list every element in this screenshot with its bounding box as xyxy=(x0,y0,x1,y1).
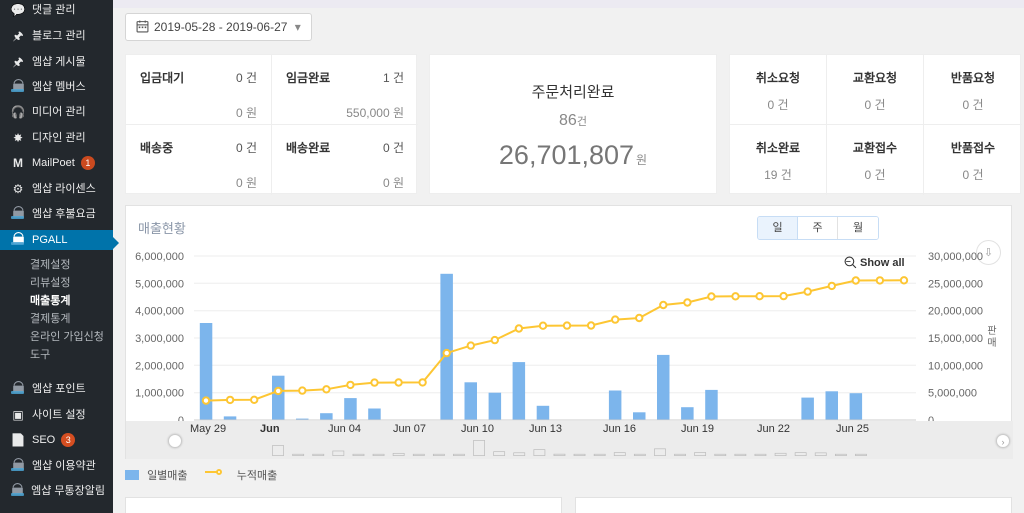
svg-text:2,000,000: 2,000,000 xyxy=(135,360,184,372)
svg-text:15,000,000: 15,000,000 xyxy=(928,333,983,345)
svg-text:25,000,000: 25,000,000 xyxy=(928,278,983,290)
svg-text:5,000,000: 5,000,000 xyxy=(928,388,977,400)
svg-text:매: 매 xyxy=(987,337,996,349)
svg-text:4,000,000: 4,000,000 xyxy=(135,306,184,318)
svg-text:10,000,000: 10,000,000 xyxy=(928,360,983,372)
svg-text:20,000,000: 20,000,000 xyxy=(928,306,983,318)
svg-text:3,000,000: 3,000,000 xyxy=(135,333,184,345)
svg-text:6,000,000: 6,000,000 xyxy=(135,251,184,263)
svg-text:30,000,000: 30,000,000 xyxy=(928,251,983,263)
svg-text:5,000,000: 5,000,000 xyxy=(135,278,184,290)
svg-text:판: 판 xyxy=(987,325,996,337)
svg-text:1,000,000: 1,000,000 xyxy=(135,388,184,400)
